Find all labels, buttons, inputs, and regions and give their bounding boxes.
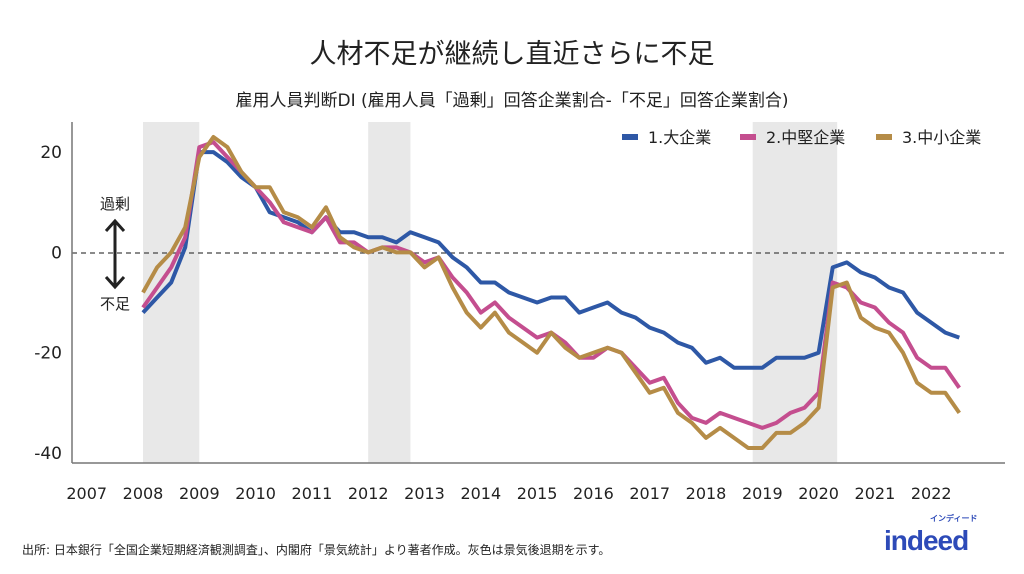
x-tick-label: 2016: [573, 484, 614, 503]
indeed-logo-kana: インディード: [930, 514, 978, 523]
legend-label: 1.大企業: [648, 128, 711, 147]
chart-title: 人材不足が継続し直近さらに不足: [309, 39, 715, 70]
legend-swatch: [740, 134, 756, 140]
x-tick-label: 2022: [911, 484, 952, 503]
legend-label: 3.中小企業: [902, 128, 981, 147]
double-arrow-icon: [104, 218, 126, 290]
y-tick-label: -20: [34, 344, 62, 364]
annotation-excess: 過剰: [100, 195, 130, 213]
x-tick-label: 2018: [686, 484, 727, 503]
x-tick-label: 2010: [235, 484, 276, 503]
x-tick-label: 2020: [798, 484, 839, 503]
x-tick-label: 2013: [404, 484, 445, 503]
x-tick-labels: 2007 2008 2009 2010 2011 2012 2013 2014 2015 2016…: [66, 484, 951, 503]
x-tick-label: 2019: [742, 484, 783, 503]
annotation-shortage: 不足: [100, 295, 130, 313]
recession-shade: [368, 122, 411, 463]
chart-subtitle: 雇用人員判断DI (雇用人員「過剰」回答企業割合-「不足」回答企業割合): [235, 91, 789, 111]
recession-shade: [752, 122, 838, 463]
x-tick-label: 2015: [517, 484, 558, 503]
recession-shading: [143, 122, 838, 463]
y-tick-label: 0: [51, 243, 62, 263]
legend-label: 2.中堅企業: [766, 128, 845, 147]
legend: 1.大企業 2.中堅企業 3.中小企業: [622, 128, 981, 147]
source-note: 出所: 日本銀行「全国企業短期経済観測調査」、内閣府「景気統計」より著者作成。灰…: [22, 543, 611, 557]
x-tick-label: 2007: [66, 484, 107, 503]
x-tick-label: 2014: [460, 484, 501, 503]
legend-swatch: [876, 134, 892, 140]
x-tick-label: 2021: [855, 484, 896, 503]
y-tick-label: -40: [34, 444, 62, 464]
indeed-logo: indeed: [884, 525, 969, 556]
direction-annotation: 過剰 不足: [100, 195, 130, 313]
x-tick-label: 2012: [348, 484, 389, 503]
x-tick-label: 2009: [179, 484, 220, 503]
y-tick-labels: 20 0 -20 -40: [34, 143, 62, 464]
x-tick-label: 2008: [123, 484, 164, 503]
series-lines: [141, 135, 961, 450]
x-tick-label: 2011: [292, 484, 333, 503]
legend-swatch: [622, 134, 638, 140]
x-tick-label: 2017: [629, 484, 670, 503]
y-tick-label: 20: [40, 143, 62, 163]
